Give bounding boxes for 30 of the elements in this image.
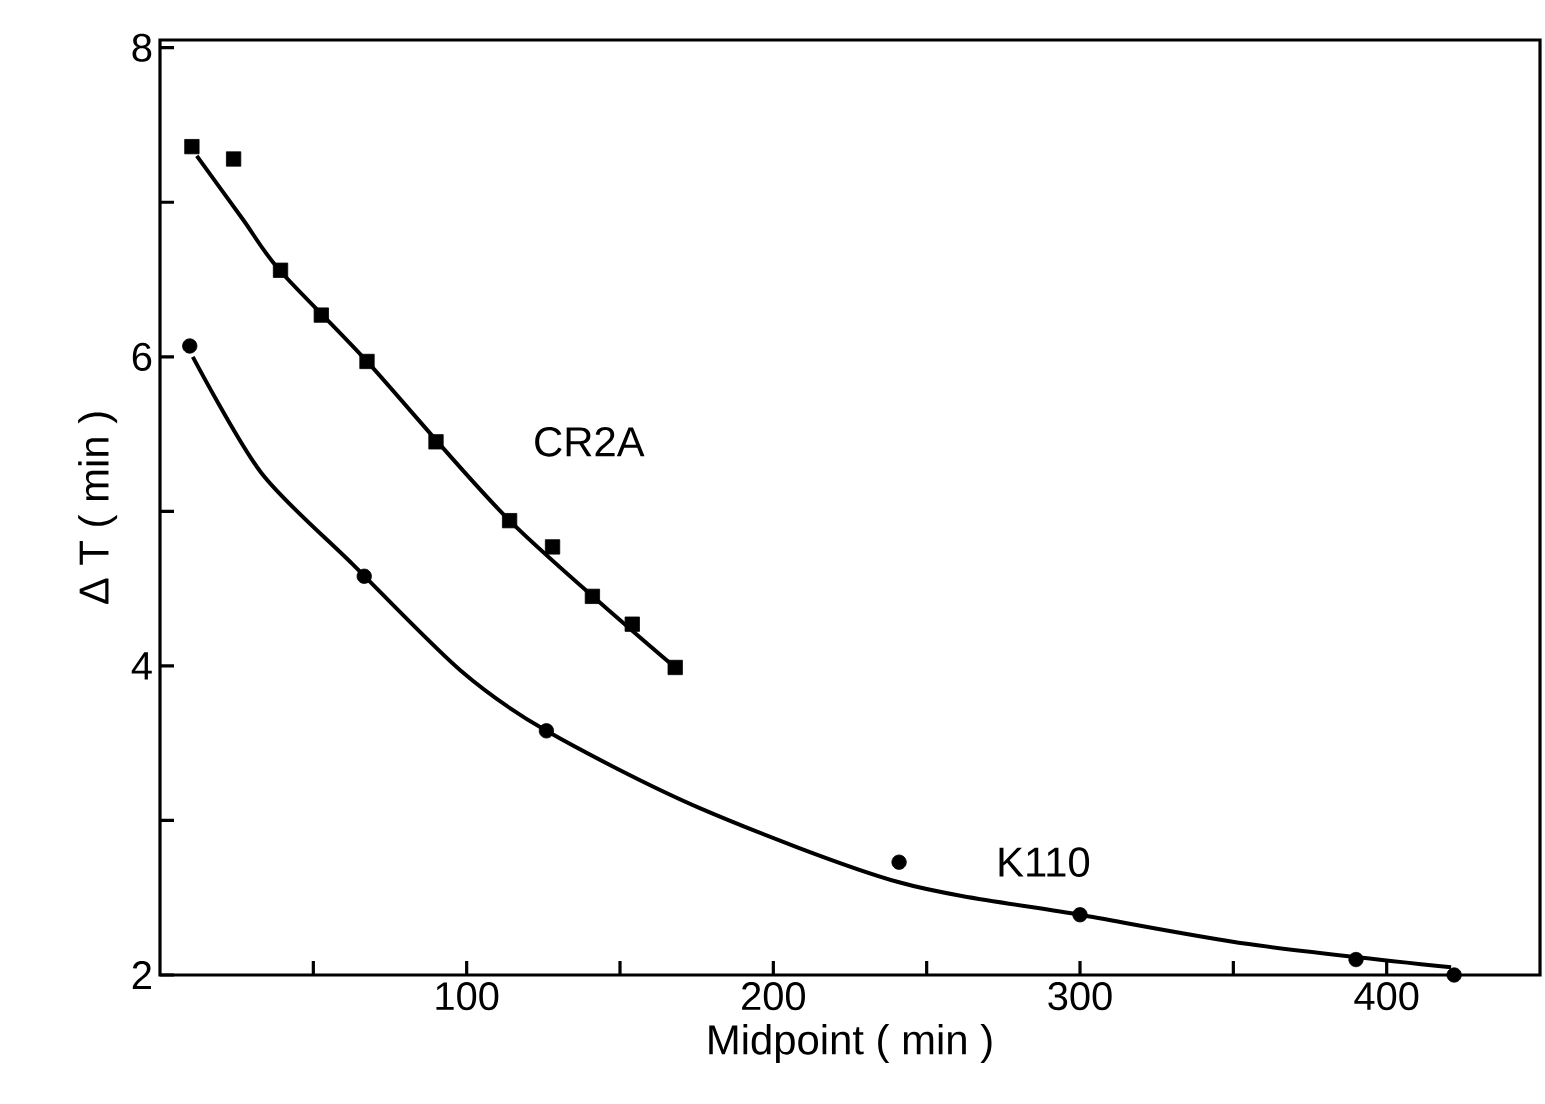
point: [226, 151, 242, 167]
point: [1348, 951, 1364, 968]
point: [1446, 967, 1462, 983]
point: [584, 588, 600, 604]
point: [544, 539, 561, 555]
point: [1072, 907, 1088, 923]
x-axis-title: Midpoint ( min ): [709, 1023, 992, 1063]
point: [313, 307, 329, 323]
y-tick-label: 4: [131, 652, 152, 680]
series-label: CR2A: [535, 427, 645, 457]
point: [356, 568, 372, 584]
x-tick-label: 300: [1048, 982, 1112, 1011]
point: [538, 723, 554, 739]
point: [891, 854, 907, 870]
point: [272, 262, 289, 278]
point: [359, 353, 375, 370]
point: [667, 659, 683, 676]
point: [624, 616, 640, 632]
y-axis-title: Δ T ( min ): [78, 412, 118, 604]
series-label: K110: [999, 847, 1090, 877]
y-tick-label: 2: [132, 961, 151, 989]
x-tick-label: 200: [742, 982, 805, 1011]
x-tick-label: 100: [436, 982, 499, 1011]
y-tick-label: 8: [132, 33, 152, 62]
y-tick-label: 6: [132, 342, 152, 371]
point: [184, 139, 200, 155]
point: [502, 513, 518, 529]
x-tick-label: 400: [1354, 982, 1419, 1011]
point: [182, 338, 198, 354]
point: [428, 434, 444, 450]
